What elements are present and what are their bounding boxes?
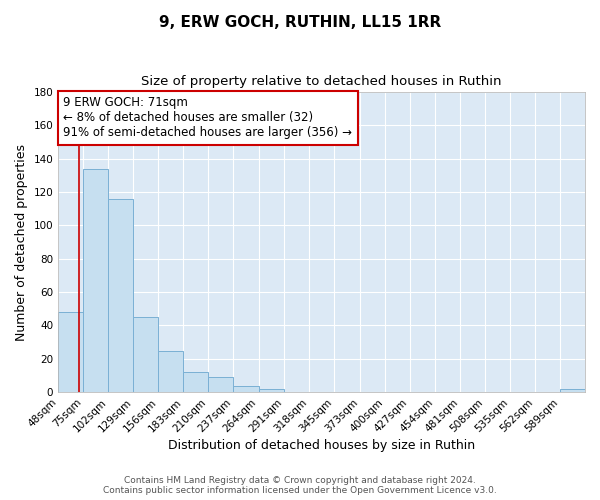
Bar: [108, 198, 133, 392]
Bar: [133, 317, 158, 392]
Text: 9, ERW GOCH, RUTHIN, LL15 1RR: 9, ERW GOCH, RUTHIN, LL15 1RR: [159, 15, 441, 30]
Bar: [184, 372, 208, 392]
Bar: [158, 350, 184, 392]
Text: 9 ERW GOCH: 71sqm
← 8% of detached houses are smaller (32)
91% of semi-detached : 9 ERW GOCH: 71sqm ← 8% of detached house…: [64, 96, 352, 140]
Bar: [208, 377, 233, 392]
X-axis label: Distribution of detached houses by size in Ruthin: Distribution of detached houses by size …: [168, 440, 475, 452]
Y-axis label: Number of detached properties: Number of detached properties: [15, 144, 28, 340]
Bar: [560, 389, 585, 392]
Text: Contains HM Land Registry data © Crown copyright and database right 2024.
Contai: Contains HM Land Registry data © Crown c…: [103, 476, 497, 495]
Bar: [58, 312, 83, 392]
Bar: [259, 389, 284, 392]
Bar: [233, 386, 259, 392]
Title: Size of property relative to detached houses in Ruthin: Size of property relative to detached ho…: [142, 75, 502, 88]
Bar: [83, 168, 108, 392]
